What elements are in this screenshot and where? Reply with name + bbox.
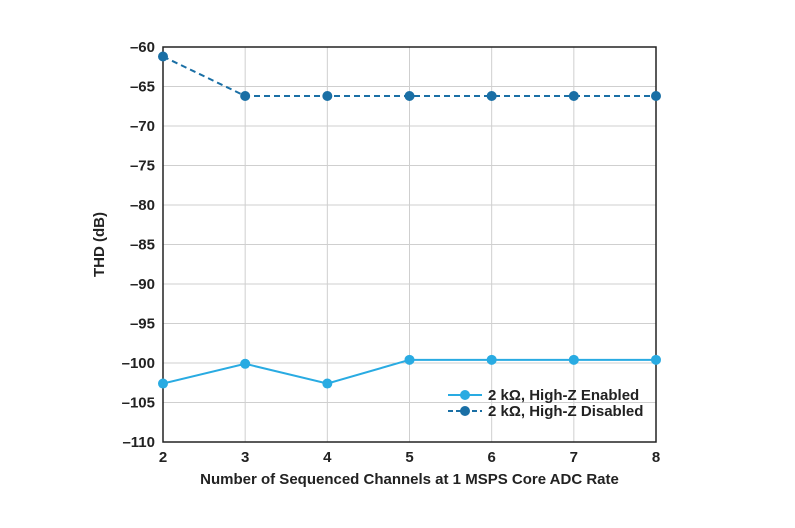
- x-tick-label: 7: [570, 449, 578, 466]
- x-tick-label: 4: [323, 449, 332, 466]
- data-point: [240, 358, 251, 369]
- data-point: [568, 354, 579, 365]
- legend-entry-enabled: 2 kΩ, High-Z Enabled: [448, 387, 639, 404]
- data-point: [651, 90, 661, 101]
- data-point: [322, 378, 333, 389]
- data-point: [158, 51, 168, 62]
- y-axis-title: THD (dB): [91, 212, 108, 277]
- y-tick-label: –65: [130, 79, 155, 96]
- data-point: [322, 90, 333, 101]
- y-tick-label: –110: [122, 434, 155, 451]
- x-tick-label: 5: [405, 449, 413, 466]
- legend-marker-enabled: [460, 390, 470, 400]
- plot-frame: [162, 46, 657, 443]
- x-tick-label: 6: [487, 449, 495, 466]
- y-tick-label: –105: [122, 395, 155, 412]
- data-point: [158, 378, 168, 389]
- y-tick-label: –75: [130, 158, 155, 175]
- data-point: [486, 90, 497, 101]
- y-tick-label: –60: [130, 39, 155, 56]
- data-point: [486, 354, 497, 365]
- y-tick-label: –90: [130, 276, 155, 293]
- x-tick-label: 2: [159, 449, 167, 466]
- x-tick-label: 3: [241, 449, 249, 466]
- data-point: [651, 354, 661, 365]
- data-point: [404, 90, 415, 101]
- y-tick-label: –85: [130, 237, 155, 254]
- data-point: [240, 90, 251, 101]
- series-lines: [158, 51, 661, 389]
- legend: 2 kΩ, High-Z Enabled 2 kΩ, High-Z Disabl…: [448, 387, 643, 420]
- data-point: [404, 354, 415, 365]
- legend-entry-disabled: 2 kΩ, High-Z Disabled: [448, 403, 643, 420]
- y-tick-label: –95: [130, 316, 155, 333]
- y-axis-ticks: –60 –65 –70 –75 –80 –85 –90 –95 –100 –105 –110: [122, 39, 155, 451]
- grid-lines: [163, 47, 656, 442]
- y-tick-label: –80: [130, 197, 155, 214]
- y-tick-label: –100: [122, 355, 155, 372]
- y-tick-label: –70: [130, 118, 155, 135]
- legend-label-disabled: 2 kΩ, High-Z Disabled: [488, 403, 643, 420]
- x-axis-title: Number of Sequenced Channels at 1 MSPS C…: [200, 471, 619, 488]
- x-tick-label: 8: [652, 449, 660, 466]
- x-axis-ticks: 2 3 4 5 6 7 8: [159, 449, 660, 466]
- data-point: [568, 90, 579, 101]
- legend-label-enabled: 2 kΩ, High-Z Enabled: [488, 387, 639, 404]
- legend-marker-disabled: [460, 406, 470, 416]
